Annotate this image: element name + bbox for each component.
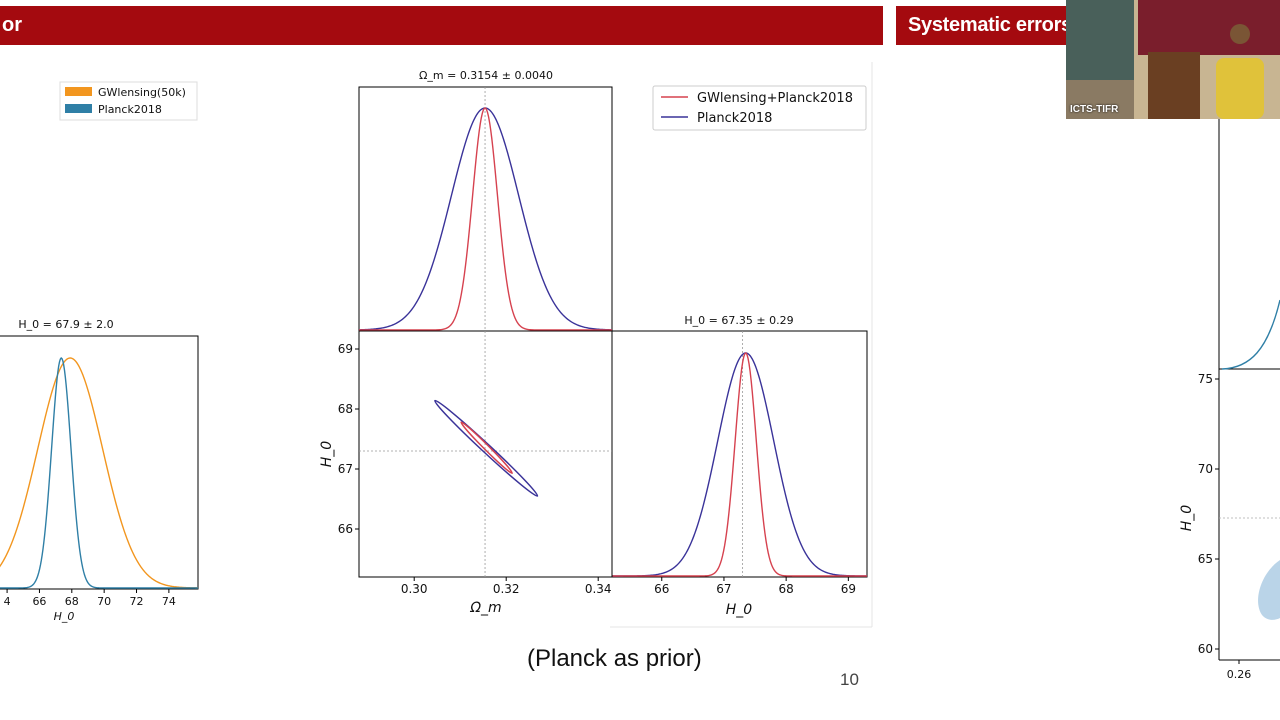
joint-panel-y-tick-label: 69 [338, 342, 353, 356]
joint-panel-y-tick-label: 68 [338, 402, 353, 416]
right-plot-y-tick-label: 60 [1198, 642, 1213, 656]
omega-m-series-gwlensing-line [359, 107, 612, 331]
left-plot-x-tick-label: 72 [130, 595, 144, 608]
left-plot-x-tick-label: 4 [4, 595, 11, 608]
left-legend-label-gwlensing50k: GWlensing(50k) [98, 86, 186, 99]
webcam-speaker-head [1230, 24, 1250, 44]
h0-panel-xlabel: H_0 [726, 602, 753, 618]
omega-m-series-planck2018-line [358, 107, 613, 331]
left-plot-title: H_0 = 67.9 ± 2.0 [18, 318, 113, 331]
joint-panel-ylabel: H_0 [319, 441, 335, 468]
h0-panel-x-tick-label: 68 [779, 582, 794, 596]
corner-legend-label-planck2018: Planck2018 [697, 111, 772, 126]
webcam-watermark: ICTS-TIFR [1070, 104, 1119, 115]
joint-panel-x-tick-label: 0.34 [585, 582, 612, 596]
slide-caption: (Planck as prior) [527, 645, 702, 672]
left-legend-label-planck2018: Planck2018 [98, 103, 162, 116]
omega-m-panel-frame [358, 86, 613, 332]
h0-panel: H_0 = 67.35 ± 0.29 66 67 68 69 H_0 [611, 314, 868, 618]
h0-panel-x-ticks: 66 67 68 69 [654, 577, 856, 596]
h0-series-planck2018-line [612, 352, 867, 577]
left-plot-x-tick-label: 68 [65, 595, 79, 608]
left-legend-swatch-gwlensing50k [65, 87, 92, 96]
left-series-gwlensing50k-line [0, 357, 199, 589]
right-plot: 75 70 65 60 0.26 H_0 [1179, 119, 1280, 681]
joint-panel-xlabel: Ω_m [469, 600, 501, 616]
slide-title-left: or [2, 14, 22, 36]
webcam-podium [1148, 52, 1200, 119]
right-plot-contour-fill [1258, 560, 1280, 620]
joint-panel-x-ticks: 0.30 0.32 0.34 [401, 577, 612, 596]
slide-title-right: Systematic errors [908, 14, 1072, 36]
corner-plot: Ω_m = 0.3154 ± 0.0040 H_0 = 67.35 ± 0.29… [319, 69, 868, 618]
joint-panel-y-ticks: 66 67 68 69 [338, 342, 359, 536]
joint-panel-y-tick-label: 67 [338, 462, 353, 476]
webcam-speaker-body [1216, 58, 1264, 119]
left-plot-legend: GWlensing(50k) Planck2018 [59, 81, 198, 121]
h0-panel-title: H_0 = 67.35 ± 0.29 [684, 314, 793, 327]
h0-panel-x-tick-label: 67 [716, 582, 731, 596]
left-plot-frame [0, 335, 199, 590]
left-legend-swatch-planck2018 [65, 104, 92, 113]
left-plot-x-tick-label: 70 [97, 595, 111, 608]
joint-contour-gwlensing [460, 421, 513, 475]
slide-title-banner-left: or [0, 6, 883, 45]
omega-m-panel-title: Ω_m = 0.3154 ± 0.0040 [419, 69, 553, 82]
right-plot-y-tick-label: 70 [1198, 462, 1213, 476]
joint-panel: 0.30 0.32 0.34 66 67 68 69 Ω_m H_0 [319, 330, 613, 616]
corner-plot-legend: GWlensing+Planck2018 Planck2018 [652, 85, 867, 131]
webcam-board [1066, 0, 1134, 80]
joint-panel-frame [358, 330, 613, 578]
corner-legend-label-gwlensing: GWlensing+Planck2018 [697, 91, 853, 106]
h0-series-gwlensing-line [612, 352, 867, 577]
speaker-webcam-video: ICTS-TIFR [1066, 0, 1280, 119]
left-plot: H_0 = 67.9 ± 2.0 4 66 68 70 72 74 H_0 GWlensi… [0, 81, 199, 623]
webcam-floor [1066, 80, 1134, 119]
right-plot-y-ticks: 75 70 65 60 [1198, 372, 1219, 656]
right-plot-curve [1221, 299, 1280, 370]
right-plot-xtick: 0.26 [1227, 668, 1252, 681]
slide-page-number: 10 [840, 670, 859, 689]
joint-panel-x-tick-label: 0.30 [401, 582, 428, 596]
right-plot-ylabel: H_0 [1179, 505, 1195, 532]
joint-contour-planck2018 [434, 399, 539, 497]
left-plot-xlabel: H_0 [54, 610, 75, 623]
joint-panel-x-tick-label: 0.32 [493, 582, 520, 596]
h0-panel-x-tick-label: 69 [841, 582, 856, 596]
left-series-planck2018-line [0, 357, 198, 589]
left-plot-x-tick-label: 74 [162, 595, 176, 608]
right-plot-y-tick-label: 65 [1198, 552, 1213, 566]
omega-m-panel: Ω_m = 0.3154 ± 0.0040 [358, 69, 613, 332]
webcam-scene [1066, 0, 1280, 119]
h0-panel-x-tick-label: 66 [654, 582, 669, 596]
slide-title-banner-right: Systematic errors [896, 6, 1076, 45]
left-plot-x-ticks: 4 66 68 70 72 74 [4, 589, 176, 608]
h0-panel-frame [611, 330, 868, 578]
right-plot-y-tick-label: 75 [1198, 372, 1213, 386]
webcam-curtain [1138, 0, 1280, 55]
joint-panel-y-tick-label: 66 [338, 522, 353, 536]
left-plot-x-tick-label: 66 [32, 595, 46, 608]
corner-legend-box [652, 85, 867, 131]
